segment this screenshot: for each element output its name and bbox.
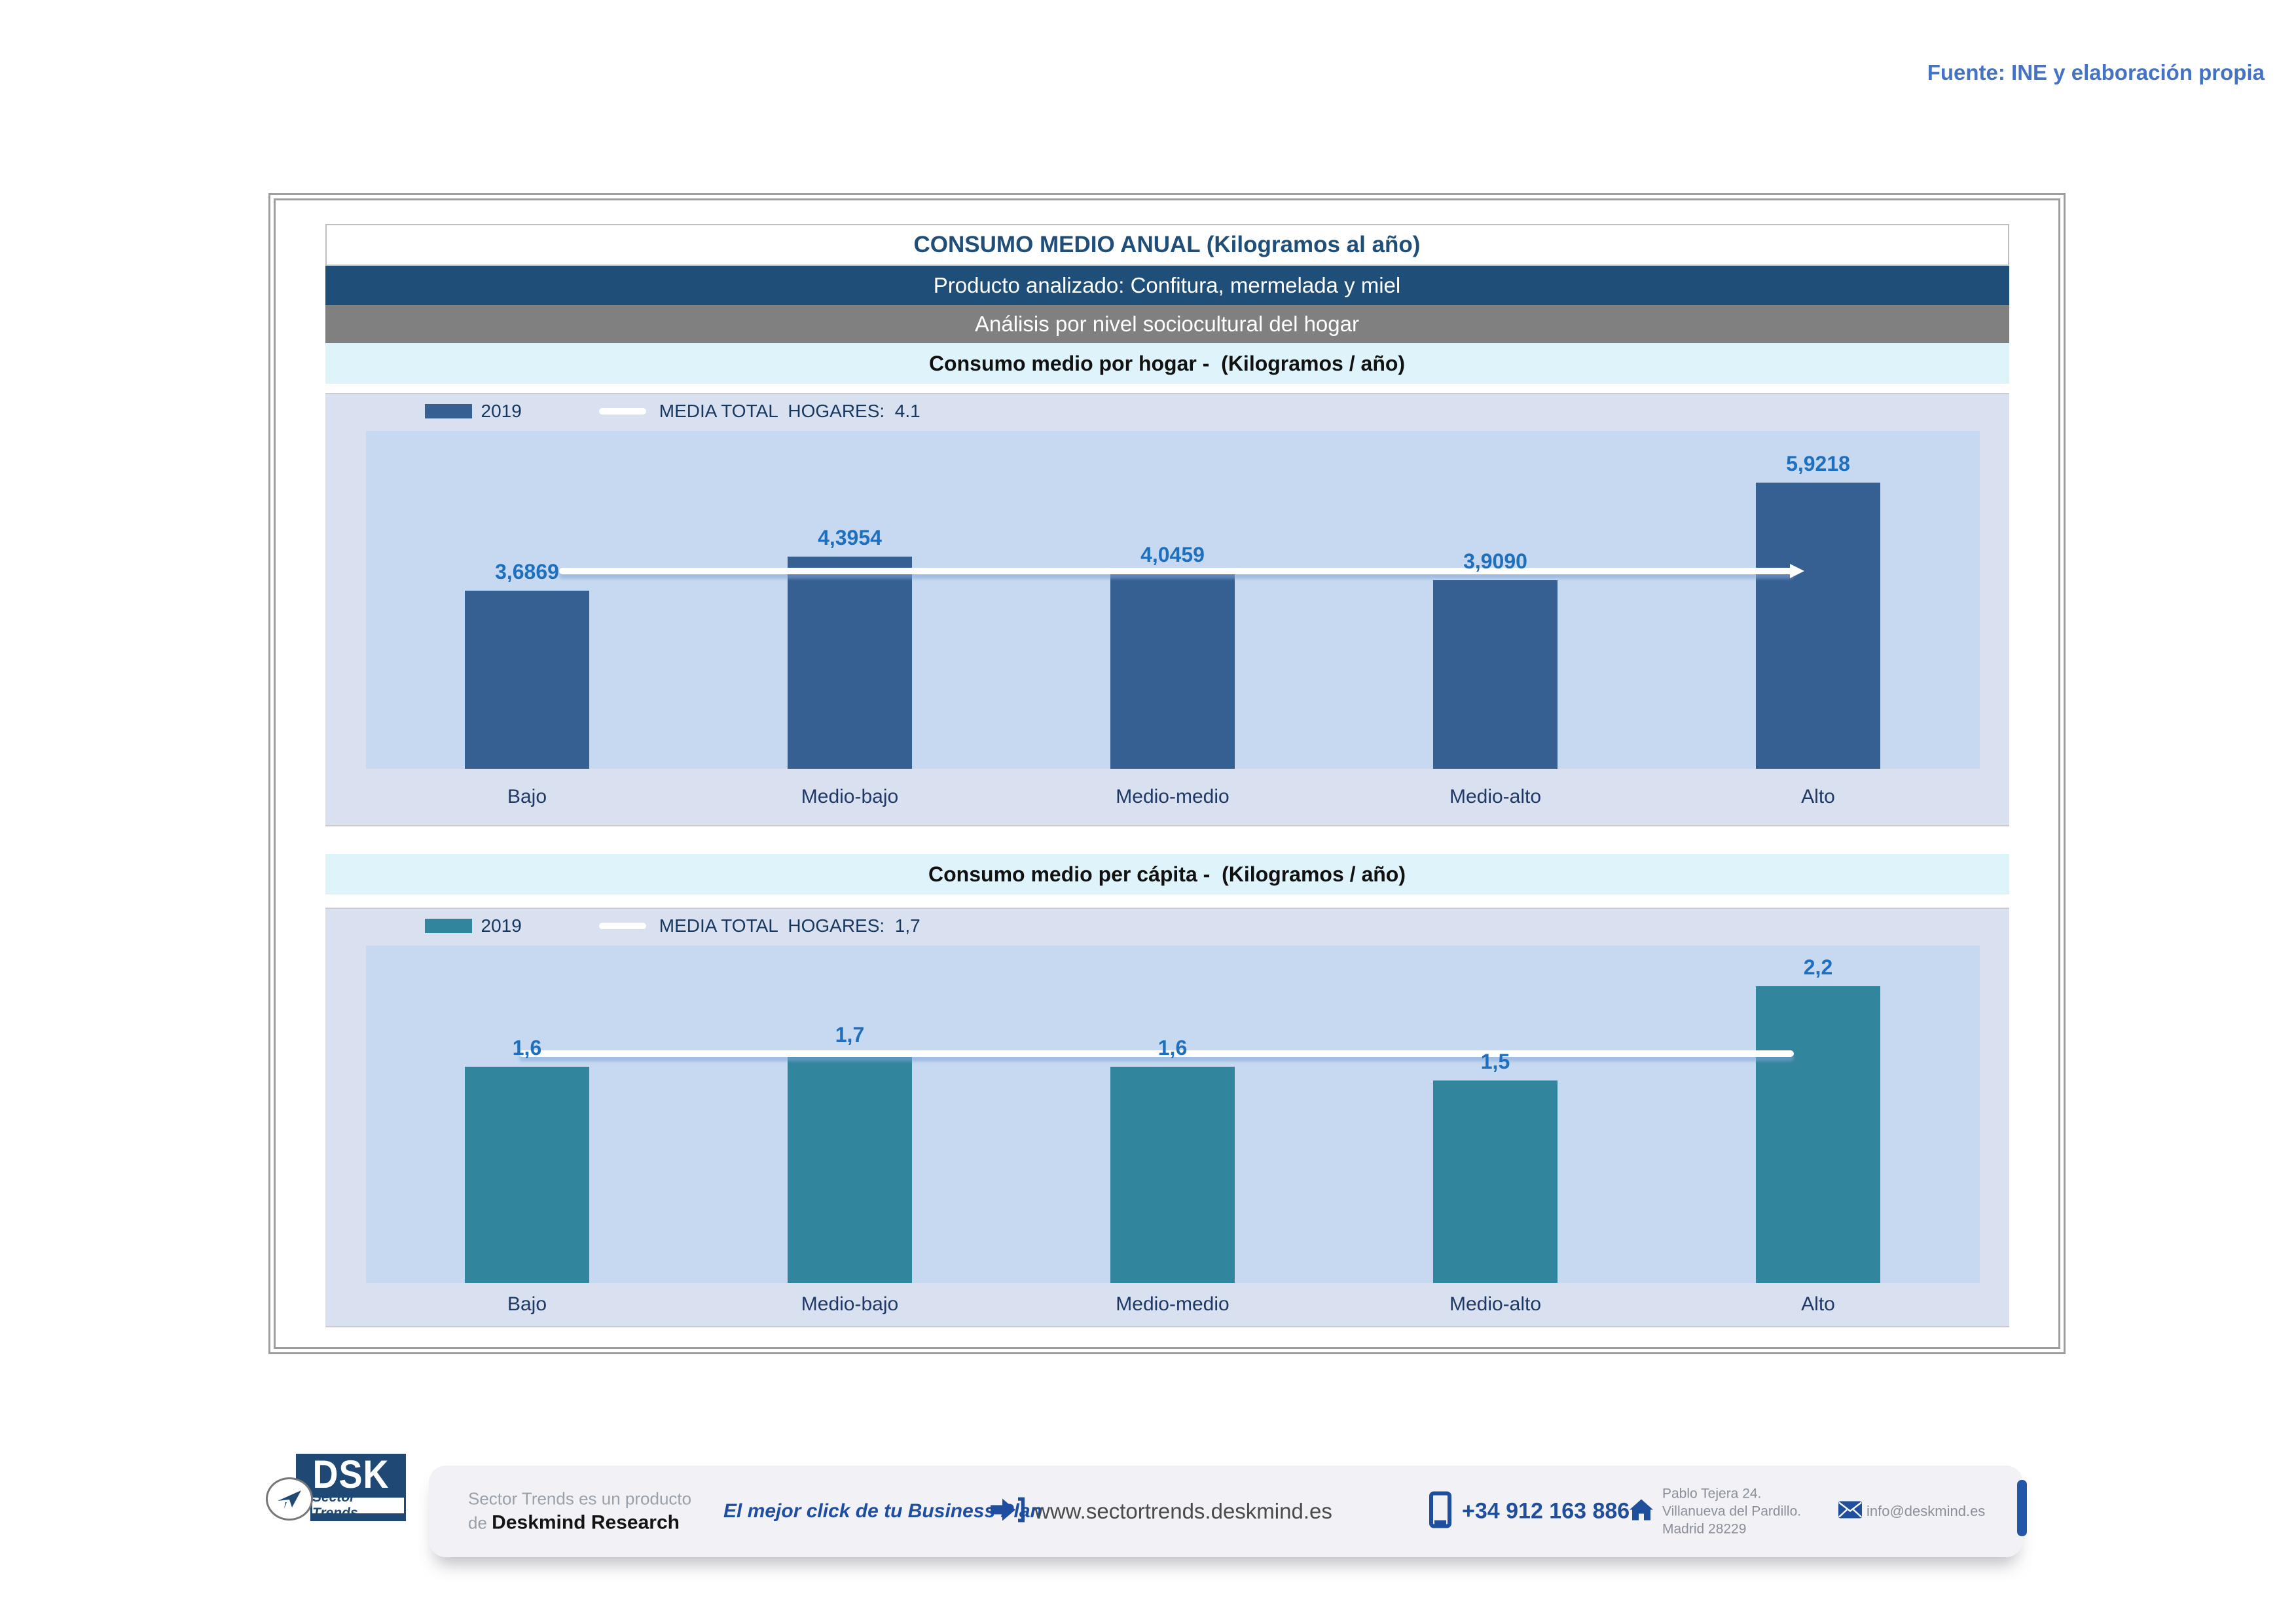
footer-bar: Sector Trends es un producto de Deskmind… [429,1466,2027,1557]
phone-number: +34 912 163 886 [1462,1498,1630,1524]
envelope-icon [1838,1501,1863,1522]
bar-column: 2,2 [1657,946,1980,1283]
legend-media-label: MEDIA TOTAL HOGARES: 1,7 [659,915,920,936]
phone-icon [1429,1491,1451,1532]
media-value-text: 4.1 [894,401,920,421]
bar-medio-alto [1433,1080,1558,1283]
website-link[interactable]: www.sectortrends.deskmind.es [1034,1499,1332,1523]
chart2-plot-area: 1,6 1,7 1,6 [365,946,1980,1283]
logo-underline [310,1515,406,1521]
media-label-text: MEDIA TOTAL HOGARES: [659,401,895,421]
bar-alto [1756,986,1880,1283]
address-line3: Madrid 28229 [1662,1521,1747,1537]
bar-column: 4,3954 [689,431,1011,769]
category-label: Medio-bajo [801,786,899,807]
email-link[interactable]: info@deskmind.es [1867,1503,1986,1519]
category-label: Medio-medio [1116,1293,1230,1315]
bar-medio-alto [1433,580,1558,769]
chart-consumo-hogar: 2019 MEDIA TOTAL HOGARES: 4.1 3,6869 [325,393,2009,826]
footer-product-line2: de Deskmind Research [468,1512,691,1534]
product-band: Producto analizado: Confitura, mermelada… [325,266,2009,305]
paper-plane-icon [278,1490,301,1509]
chart1-category-axis: Bajo Medio-bajo Medio-medio Medio-alto A… [366,769,1980,825]
bar-column: 1,7 [689,946,1011,1283]
bar-bajo [465,591,589,769]
chart2-media-line [519,1050,1795,1057]
bar-medio-bajo [788,557,912,769]
legend-media-line-swatch [598,923,646,929]
bar-medio-medio [1110,574,1235,769]
bar-column: 3,9090 [1334,431,1657,769]
bar-bajo [465,1067,589,1283]
bar-alto [1756,483,1880,769]
analysis-band: Análisis por nivel sociocultural del hog… [325,305,2009,343]
sector-trends-strip: Sector Trends [310,1490,406,1521]
value-label: 4,3954 [818,526,882,549]
report-content: CONSUMO MEDIO ANUAL (Kilogramos al año) … [325,224,2009,1327]
bar-medio-medio [1110,1067,1235,1283]
chart-consumo-percapita: 2019 MEDIA TOTAL HOGARES: 1,7 1,6 [325,908,2009,1327]
footer-product-line1: Sector Trends es un producto [468,1488,692,1509]
legend-year-label: 2019 [481,915,522,936]
chart1-plot-area: 3,6869 4,3954 4,0459 [365,431,1980,769]
source-note: Fuente: INE y elaboración propia [1927,60,2265,84]
arrow-bracket-icon [989,1496,1027,1527]
legend-media-line-swatch [598,408,646,415]
footer-product-text: Sector Trends es un producto de Deskmind… [468,1489,691,1534]
dsk-logo: DSK Sector Trends [266,1452,437,1539]
chart1-media-line [559,564,1804,578]
legend-year-label: 2019 [481,401,522,421]
category-label: Medio-alto [1449,1293,1542,1315]
address-line1: Pablo Tejera 24. [1662,1486,1762,1502]
footer-de-text: de [468,1513,492,1533]
category-label: Medio-bajo [801,1293,899,1315]
footer-deskmind-name: Deskmind Research [492,1511,680,1534]
category-label: Alto [1801,1293,1835,1315]
home-icon [1628,1498,1654,1525]
dsk-logo-box: DSK [296,1452,406,1497]
report-frame-inner: CONSUMO MEDIO ANUAL (Kilogramos al año) … [274,198,2060,1349]
bar-medio-bajo [788,1054,912,1283]
category-label: Alto [1801,786,1835,807]
category-label: Medio-medio [1116,786,1230,807]
value-label: 2,2 [1803,955,1833,979]
value-label: 4,0459 [1140,543,1205,566]
bar-column: 3,6869 [366,431,689,769]
legend-swatch-2019 [424,919,472,933]
section-title-percapita: Consumo medio per cápita - (Kilogramos /… [325,854,2009,895]
bar-column: 5,9218 [1657,431,1980,769]
address-line2: Villanueva del Pardillo. [1662,1504,1802,1519]
value-label: 1,6 [512,1036,542,1060]
value-label: 1,5 [1480,1050,1510,1073]
chart1-legend: 2019 MEDIA TOTAL HOGARES: 4.1 [325,394,2009,428]
value-label: 3,6869 [495,560,559,583]
value-label: 1,6 [1157,1036,1188,1060]
value-label: 1,7 [835,1023,865,1046]
chart2-legend: 2019 MEDIA TOTAL HOGARES: 1,7 [325,909,2009,943]
footer-address: Pablo Tejera 24. Villanueva del Pardillo… [1662,1485,1801,1538]
bar-column: 4,0459 [1011,431,1334,769]
category-label: Bajo [507,1293,547,1315]
category-label: Bajo [507,786,547,807]
value-label: 3,9090 [1463,549,1527,573]
report-title: CONSUMO MEDIO ANUAL (Kilogramos al año) [325,224,2009,266]
category-label: Medio-alto [1449,786,1542,807]
bar-column: 1,6 [1011,946,1334,1283]
section-title-hogar: Consumo medio por hogar - (Kilogramos / … [325,343,2009,384]
bar-column: 1,6 [366,946,689,1283]
media-label-text: MEDIA TOTAL HOGARES: [659,915,895,936]
media-value-text: 1,7 [894,915,920,936]
dsk-logo-text: DSK [312,1452,390,1497]
chart2-category-axis: Bajo Medio-bajo Medio-medio Medio-alto A… [366,1283,1980,1326]
footer-tagline: El mejor click de tu Business Plan [723,1500,1042,1522]
value-label: 5,9218 [1786,452,1850,475]
report-frame: CONSUMO MEDIO ANUAL (Kilogramos al año) … [268,193,2066,1354]
logo-circle [266,1477,313,1521]
legend-swatch-2019 [424,404,472,418]
footer-accent-bar [2017,1480,2027,1536]
legend-media-label: MEDIA TOTAL HOGARES: 4.1 [659,401,920,422]
bar-column: 1,5 [1334,946,1657,1283]
